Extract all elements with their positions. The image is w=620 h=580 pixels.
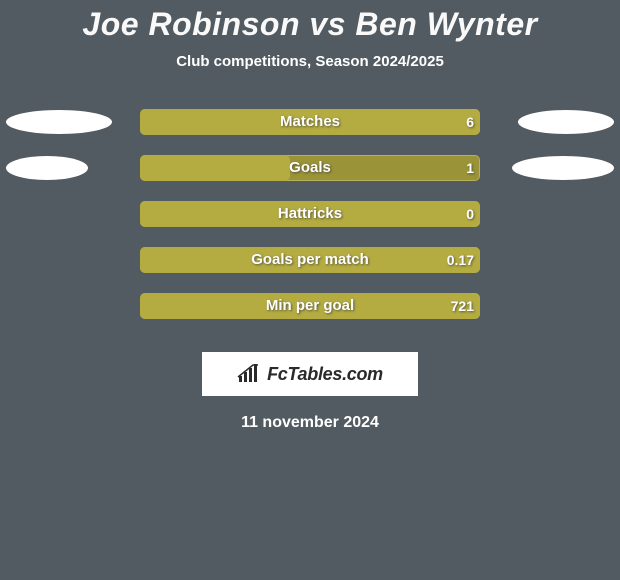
page-title: Joe Robinson vs Ben Wynter (0, 0, 620, 43)
player-left-ellipse (6, 110, 112, 134)
player-right-ellipse (512, 156, 614, 180)
bar-fill (140, 155, 290, 181)
comparison-chart: Matches6Goals1Hattricks0Goals per match0… (0, 106, 620, 336)
stat-row: Goals1 (0, 152, 620, 198)
footer-logo[interactable]: FcTables.com (202, 352, 418, 396)
stat-row: Min per goal721 (0, 290, 620, 336)
page-root: Joe Robinson vs Ben Wynter Club competit… (0, 0, 620, 580)
stat-row: Matches6 (0, 106, 620, 152)
stat-row: Hattricks0 (0, 198, 620, 244)
stat-row: Goals per match0.17 (0, 244, 620, 290)
player-right-ellipse (518, 110, 614, 134)
bar-fill (140, 247, 480, 273)
bar-fill (140, 109, 480, 135)
bar-fill (140, 293, 480, 319)
date-label: 11 november 2024 (0, 414, 620, 432)
player-left-ellipse (6, 156, 88, 180)
bar-fill (140, 201, 480, 227)
bar-chart-icon (237, 364, 261, 384)
footer-logo-text: FcTables.com (267, 364, 383, 385)
page-subtitle: Club competitions, Season 2024/2025 (0, 53, 620, 70)
